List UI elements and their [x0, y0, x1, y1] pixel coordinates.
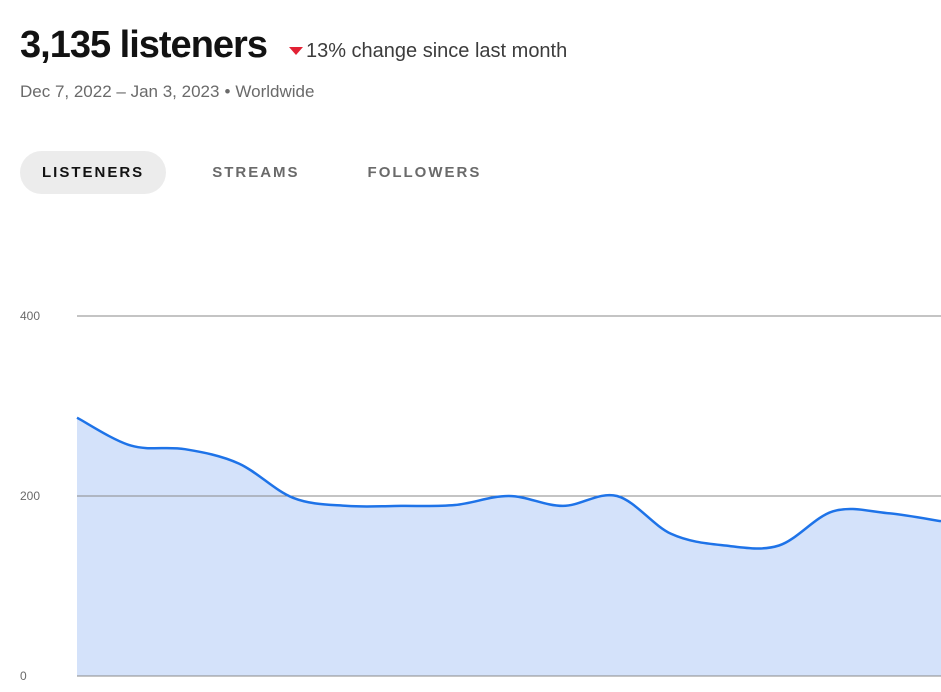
tab-followers[interactable]: FOLLOWERS: [367, 164, 482, 181]
down-arrow-icon: [288, 47, 303, 55]
stats-header: 3,135 listeners 13% change since last mo…: [20, 22, 567, 102]
y-tick-label: 0: [20, 669, 27, 683]
tab-listeners[interactable]: LISTENERS: [20, 151, 167, 194]
listener-count: 3,135 listeners: [20, 24, 268, 66]
data-point[interactable]: [611, 490, 623, 502]
data-point[interactable]: [665, 528, 677, 540]
change-text: 13% change since last month: [305, 40, 568, 62]
separator-dot: •: [224, 82, 231, 101]
y-tick-label: 200: [20, 489, 40, 503]
data-point[interactable]: [827, 505, 839, 517]
series-line: [76, 416, 941, 550]
listeners-area-chart: 400 200 0: [20, 309, 941, 683]
data-point[interactable]: [125, 440, 137, 452]
change-indicator: 13% change since last month: [288, 40, 568, 63]
data-point[interactable]: [557, 500, 569, 512]
data-point[interactable]: [287, 492, 299, 504]
data-point[interactable]: [341, 500, 353, 512]
metric-tabs: LISTENERS STREAMS FOLLOWERS: [20, 151, 503, 194]
y-tick-label: 400: [20, 309, 40, 323]
data-point[interactable]: [233, 458, 245, 470]
headline: 3,135 listeners 13% change since last mo…: [20, 22, 567, 68]
date-region-line: Dec 7, 2022 – Jan 3, 2023 • Worldwide: [20, 82, 567, 102]
data-point[interactable]: [719, 540, 731, 552]
data-point[interactable]: [71, 412, 83, 424]
data-point[interactable]: [395, 500, 407, 512]
area-fill: [77, 417, 941, 676]
data-point[interactable]: [449, 499, 461, 511]
data-point[interactable]: [179, 443, 191, 455]
data-point[interactable]: [503, 490, 515, 502]
date-range: Dec 7, 2022 – Jan 3, 2023: [20, 82, 220, 101]
data-point[interactable]: [773, 540, 785, 552]
tab-streams[interactable]: STREAMS: [212, 164, 300, 181]
region: Worldwide: [235, 82, 315, 101]
data-point[interactable]: [881, 507, 893, 519]
